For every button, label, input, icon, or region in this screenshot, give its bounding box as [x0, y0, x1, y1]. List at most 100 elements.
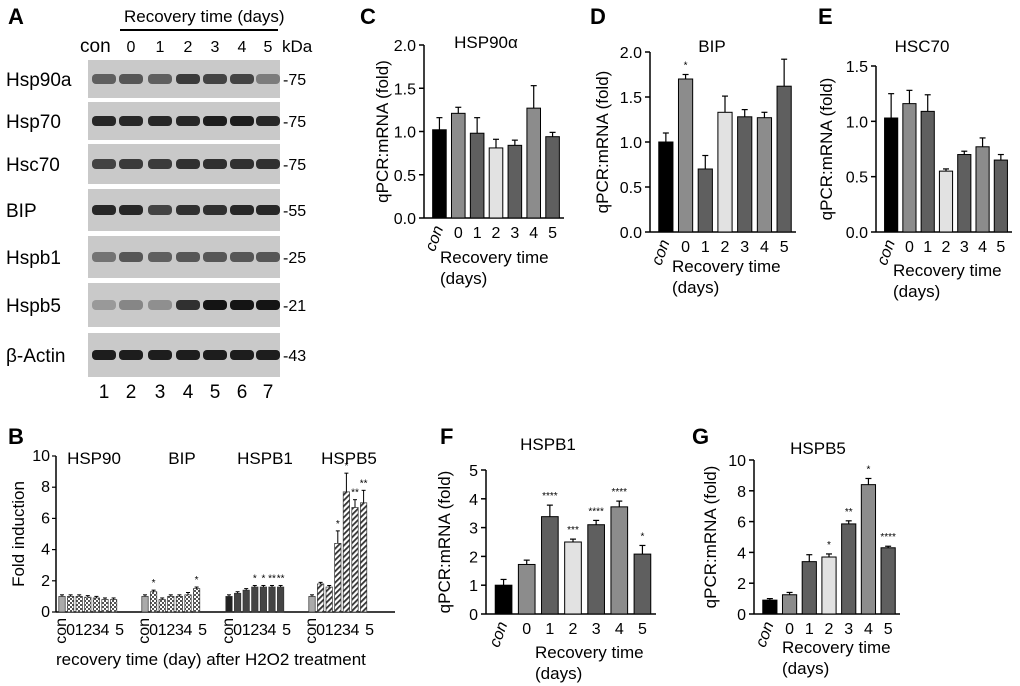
x-tick-label: 2 — [721, 239, 730, 256]
blot-day-label: 4 — [238, 39, 247, 56]
blot-band — [148, 74, 172, 84]
bar — [184, 594, 192, 613]
panel-label: G — [692, 424, 709, 449]
y-tick-label: 4 — [41, 542, 50, 559]
blot-lane-number: 1 — [99, 382, 110, 403]
bar — [150, 591, 158, 613]
bar — [325, 586, 333, 613]
blot-protein-label: Hsc70 — [6, 155, 60, 176]
blot-band — [119, 74, 143, 84]
chart-title: BIP — [698, 37, 725, 56]
blot-band — [256, 74, 280, 84]
blot-lane-number: 2 — [126, 382, 137, 403]
blot-band — [176, 252, 200, 262]
blot-band — [176, 116, 200, 126]
x-tick-label: 0 — [681, 239, 690, 256]
blot-band — [256, 116, 280, 126]
blot-mw-marker: -75 — [283, 157, 306, 174]
bar — [821, 556, 837, 615]
y-tick-label: 3 — [469, 521, 478, 538]
x-tick-label: 2 — [569, 621, 578, 638]
bar — [587, 524, 605, 615]
blot-band — [203, 300, 227, 310]
y-tick-label: 0.0 — [394, 211, 416, 228]
blot-protein-label: Hsp90a — [6, 70, 72, 91]
x-tick-label: 2 — [492, 225, 501, 242]
bar — [633, 553, 652, 615]
y-axis-title: qPCR:mRNA (fold) — [593, 71, 612, 214]
blot-day-label: 3 — [211, 39, 220, 56]
blot-protein-label: Hsp70 — [6, 112, 61, 133]
significance-stars: **** — [588, 506, 604, 517]
y-tick-label: 0 — [41, 604, 50, 621]
significance-stars: * — [684, 61, 688, 72]
blot-mw-marker: -55 — [283, 203, 306, 220]
blot-lane-number: 7 — [263, 382, 274, 403]
y-tick-label: 4 — [737, 545, 746, 562]
y-tick-label: 4 — [469, 492, 478, 509]
bar — [658, 141, 674, 233]
blot-band — [92, 252, 116, 262]
y-tick-label: 0.5 — [394, 168, 416, 185]
x-tick-label: 2 — [333, 622, 342, 639]
group-title: HSPB5 — [321, 449, 377, 468]
x-tick-label: con — [753, 619, 778, 649]
bar — [167, 596, 175, 613]
blot-band — [256, 350, 280, 360]
x-tick-label: 1 — [805, 621, 814, 638]
x-tick-label: 1 — [242, 622, 251, 639]
y-tick-label: 10 — [32, 448, 50, 465]
panel-d-bip-chart: BIP D 0.0 0.5 1.0 1.5 2.0 qPCR:mRNA (fold) con * 0… — [590, 4, 796, 297]
blot-band — [92, 159, 116, 169]
group-title: BIP — [168, 449, 195, 468]
significance-stars: * — [640, 531, 644, 542]
blot-band — [203, 350, 227, 360]
bar — [342, 491, 350, 613]
x-tick-label: 2 — [825, 621, 834, 638]
bar — [697, 168, 713, 233]
x-tick-label: 4 — [615, 621, 624, 638]
blot-row: Hsp90a -75 — [6, 60, 306, 98]
x-tick-label: 3 — [960, 239, 969, 256]
y-tick-label: 1.0 — [846, 114, 868, 131]
x-tick-label: 2 — [250, 622, 259, 639]
y-tick-label: 2 — [469, 549, 478, 566]
bar — [781, 594, 798, 615]
x-tick-label: 0 — [66, 622, 75, 639]
panel-a-label: A — [8, 4, 24, 29]
bar — [351, 507, 359, 613]
blot-band — [119, 205, 143, 215]
x-tick-label: 2 — [942, 239, 951, 256]
significance-stars: * — [336, 519, 340, 530]
blot-band — [203, 74, 227, 84]
x-axis-title: (days) — [440, 269, 487, 288]
bar — [801, 561, 817, 615]
blot-band — [148, 350, 172, 360]
bar — [75, 596, 83, 613]
bar — [158, 599, 166, 613]
x-tick-label: 4 — [529, 225, 538, 242]
y-tick-label: 0.5 — [846, 170, 868, 187]
x-tick-label: 0 — [905, 239, 914, 256]
bar — [101, 599, 109, 613]
blot-band — [203, 159, 227, 169]
bar — [110, 599, 118, 613]
x-axis-title: Recovery time — [782, 638, 891, 657]
group-title: HSPB1 — [237, 449, 293, 468]
blot-mw-marker: -75 — [283, 72, 306, 89]
blot-row: Hspb1 -25 — [6, 236, 306, 278]
bar — [993, 159, 1008, 233]
chart-title: HSC70 — [895, 37, 950, 56]
x-tick-label: 5 — [638, 621, 647, 638]
significance-stars: ** — [351, 488, 359, 499]
blot-band — [203, 116, 227, 126]
bar — [975, 146, 990, 233]
x-tick-label: 4 — [268, 622, 277, 639]
bar — [564, 541, 582, 615]
x-tick-label: 1 — [545, 621, 554, 638]
bar — [880, 547, 896, 615]
significance-stars: * — [827, 540, 831, 551]
